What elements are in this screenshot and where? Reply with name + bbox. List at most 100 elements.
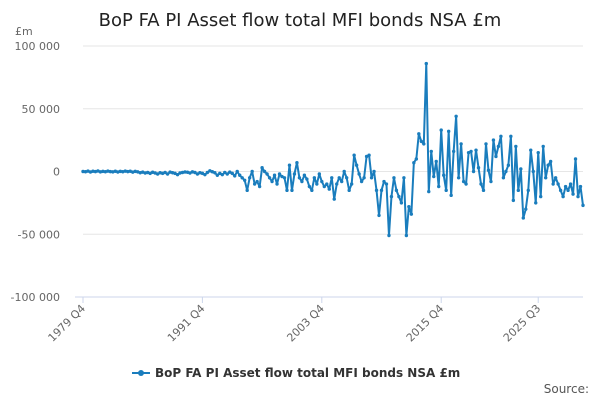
data-point[interactable] (397, 194, 401, 199)
data-point[interactable] (354, 163, 359, 167)
data-point[interactable] (499, 134, 503, 139)
data-point[interactable] (337, 176, 341, 180)
data-point[interactable] (250, 169, 254, 174)
data-point[interactable] (531, 169, 535, 174)
data-point[interactable] (332, 197, 336, 201)
data-point[interactable] (506, 163, 511, 167)
data-point[interactable] (330, 176, 334, 180)
data-point[interactable] (486, 168, 491, 172)
data-point[interactable] (220, 172, 224, 177)
data-point[interactable] (407, 204, 411, 209)
data-point[interactable] (320, 179, 324, 184)
data-point[interactable] (566, 188, 570, 193)
data-point[interactable] (362, 176, 366, 180)
data-point[interactable] (429, 149, 433, 154)
data-point[interactable] (539, 194, 543, 199)
data-point[interactable] (118, 169, 123, 174)
data-point[interactable] (576, 194, 580, 199)
data-point[interactable] (581, 203, 585, 208)
data-point[interactable] (317, 172, 322, 176)
data-point[interactable] (287, 163, 292, 167)
data-point[interactable] (558, 188, 563, 193)
data-point[interactable] (262, 169, 267, 174)
data-point[interactable] (292, 172, 297, 176)
data-point[interactable] (417, 132, 421, 136)
data-point[interactable] (349, 182, 354, 186)
data-point[interactable] (451, 149, 456, 154)
data-point[interactable] (501, 176, 506, 180)
data-point[interactable] (561, 194, 565, 199)
data-point[interactable] (312, 176, 317, 180)
data-point[interactable] (521, 216, 525, 220)
legend[interactable]: BoP FA PI Asset flow total MFI bonds NSA… (132, 366, 460, 380)
data-point[interactable] (494, 154, 498, 159)
data-point[interactable] (285, 188, 289, 193)
data-point[interactable] (419, 139, 424, 144)
data-point[interactable] (310, 188, 314, 193)
data-point[interactable] (573, 157, 578, 161)
data-point[interactable] (81, 169, 85, 174)
data-point[interactable] (556, 182, 560, 186)
data-point[interactable] (454, 114, 458, 118)
data-point[interactable] (543, 176, 548, 180)
data-point[interactable] (307, 184, 312, 189)
data-point[interactable] (529, 148, 533, 152)
data-point[interactable] (305, 177, 309, 181)
data-point[interactable] (257, 184, 262, 189)
data-point[interactable] (414, 157, 419, 161)
data-point[interactable] (384, 182, 389, 186)
data-point[interactable] (277, 172, 282, 176)
data-point[interactable] (295, 161, 299, 165)
data-point[interactable] (432, 174, 436, 179)
data-point[interactable] (434, 159, 438, 164)
data-point[interactable] (476, 166, 481, 170)
data-point[interactable] (534, 201, 538, 205)
data-point[interactable] (340, 179, 344, 184)
data-point[interactable] (235, 169, 239, 174)
data-point[interactable] (442, 173, 446, 177)
data-point[interactable] (464, 182, 468, 186)
data-point[interactable] (267, 176, 272, 180)
data-point[interactable] (223, 170, 227, 175)
data-point[interactable] (449, 193, 453, 198)
data-point[interactable] (394, 188, 399, 193)
data-point[interactable] (514, 144, 518, 149)
data-point[interactable] (524, 207, 528, 211)
data-point[interactable] (461, 179, 466, 184)
data-point[interactable] (260, 166, 264, 170)
data-point[interactable] (225, 172, 229, 176)
data-point[interactable] (352, 153, 356, 157)
data-point[interactable] (519, 167, 523, 171)
data-point[interactable] (511, 198, 516, 203)
data-point[interactable] (412, 161, 416, 165)
data-point[interactable] (230, 171, 234, 176)
data-point[interactable] (367, 153, 371, 157)
data-point[interactable] (193, 170, 197, 175)
data-point[interactable] (300, 179, 304, 184)
data-point[interactable] (481, 188, 486, 193)
data-point[interactable] (548, 159, 553, 164)
data-point[interactable] (325, 182, 329, 186)
data-point[interactable] (427, 189, 431, 194)
data-point[interactable] (469, 149, 473, 154)
data-point[interactable] (265, 172, 269, 176)
data-point[interactable] (315, 182, 319, 186)
data-point[interactable] (571, 192, 575, 196)
data-point[interactable] (551, 182, 555, 186)
data-point[interactable] (471, 169, 476, 174)
data-point[interactable] (357, 172, 361, 176)
data-point[interactable] (322, 184, 326, 189)
data-point[interactable] (479, 182, 483, 186)
data-point[interactable] (437, 184, 441, 189)
data-point[interactable] (203, 172, 207, 177)
data-point[interactable] (399, 201, 404, 205)
data-point[interactable] (404, 233, 409, 238)
data-point[interactable] (255, 179, 259, 184)
data-point[interactable] (377, 213, 381, 218)
data-point[interactable] (275, 182, 279, 186)
data-point[interactable] (563, 184, 568, 189)
data-point[interactable] (379, 188, 384, 193)
data-point[interactable] (491, 138, 496, 142)
data-point[interactable] (382, 179, 386, 184)
data-point[interactable] (409, 212, 414, 216)
